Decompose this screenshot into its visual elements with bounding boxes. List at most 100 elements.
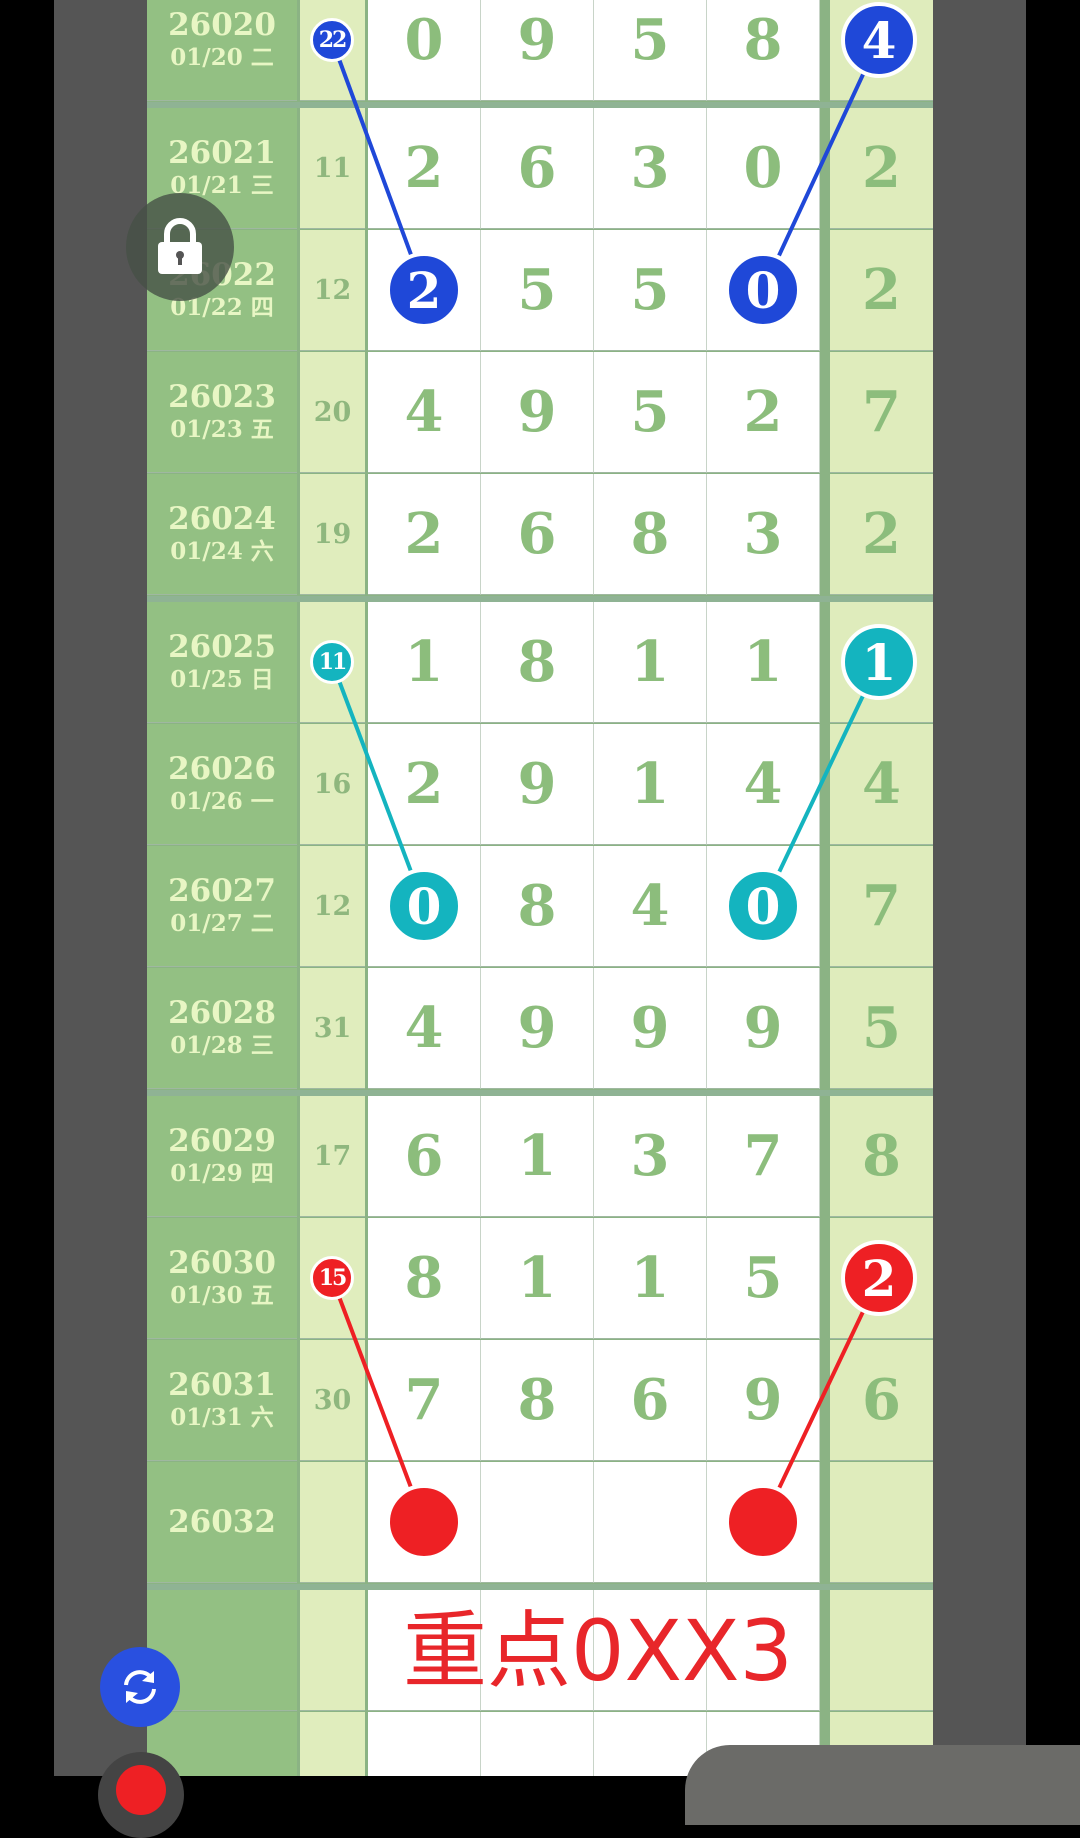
digit-cell[interactable]: 3 [707,474,820,595]
digit-cell[interactable]: 9 [481,0,594,101]
tail-cell: 7 [830,352,933,473]
refresh-button[interactable] [100,1647,180,1727]
period-cell: 26027 01/27 二 [147,846,297,967]
digit-cell[interactable]: 1 [594,724,707,845]
digit-cell[interactable]: 9 [594,968,707,1089]
digit-cell[interactable]: 6 [368,1096,481,1217]
digit-cell[interactable]: 1 [481,1096,594,1217]
sum-cell: 17 [300,1096,365,1217]
digit-cell[interactable]: 8 [594,474,707,595]
digit-cell[interactable]: 0 [707,108,820,229]
period-date: 01/31 六 [170,1404,274,1431]
red-floating-button[interactable] [98,1752,184,1838]
digit-cell[interactable]: 8 [368,1218,481,1339]
digit-cell[interactable]: 4 [368,968,481,1089]
connector-line [330,39,426,291]
digit-cell[interactable]: 2 [707,352,820,473]
highlight-overlay [330,39,881,1523]
digit-cell[interactable]: 1 [594,602,707,723]
digit-cell[interactable]: 4 [368,352,481,473]
period-number: 26028 [168,995,276,1031]
digit-cell[interactable]: 2 [368,108,481,229]
digit-cell[interactable]: 5 [594,0,707,101]
highlight-ball: 22 [310,18,354,62]
digit-cell[interactable]: 5 [707,1218,820,1339]
digit-cell[interactable]: 1 [707,602,820,723]
digit-cell [707,1590,820,1711]
digit-cell[interactable]: 8 [481,1340,594,1461]
period-date: 01/23 五 [170,416,274,443]
tail-cell: 5 [830,968,933,1089]
period-number: 26025 [168,629,276,665]
sum-cell [300,1462,365,1583]
lock-button[interactable] [126,193,234,301]
digit-cell[interactable]: 7 [707,1096,820,1217]
period-number: 26027 [168,873,276,909]
digit-cell[interactable]: 5 [594,352,707,473]
digit-cell[interactable]: 7 [368,1340,481,1461]
period-cell: 26024 01/24 六 [147,474,297,595]
period-number: 26020 [168,7,276,43]
digit-cell[interactable]: 2 [368,474,481,595]
digit-cell[interactable]: 9 [481,968,594,1089]
digit-cell[interactable]: 0 [368,0,481,101]
group-separator [147,1090,933,1096]
period-cell: 26029 01/29 四 [147,1096,297,1217]
sum-cell: 16 [300,724,365,845]
digit-cell[interactable]: 9 [707,968,820,1089]
digit-cell[interactable]: 4 [594,846,707,967]
digit-cell[interactable]: 1 [594,1218,707,1339]
period-number: 26023 [168,379,276,415]
digit-cell[interactable]: 6 [594,1340,707,1461]
digit-cell[interactable]: 1 [368,602,481,723]
period-number: 26029 [168,1123,276,1159]
table-row: 26027 01/27 二 12 8 4 7 [147,846,933,968]
connector-line [330,1277,426,1523]
table-row: 26029 01/29 四 17 6 1 3 7 8 [147,1096,933,1218]
period-date: 01/29 四 [170,1160,274,1187]
digit-cell[interactable]: 3 [594,1096,707,1217]
digit-cell[interactable]: 6 [481,474,594,595]
digit-cell[interactable]: 1 [481,1218,594,1339]
digit-cell[interactable]: 6 [481,108,594,229]
period-date: 01/30 五 [170,1282,274,1309]
tail-cell: 8 [830,1096,933,1217]
digit-cell[interactable]: 9 [481,352,594,473]
period-date: 01/28 三 [170,1032,274,1059]
period-date: 01/26 一 [170,788,274,815]
period-cell: 26028 01/28 三 [147,968,297,1089]
period-number: 26031 [168,1367,276,1403]
bottom-overlay-bar[interactable] [685,1745,1080,1825]
period-cell: 26030 01/30 五 [147,1218,297,1339]
digit-cell[interactable]: 5 [594,230,707,351]
sum-cell: 31 [300,968,365,1089]
digit-cell[interactable]: 9 [481,724,594,845]
period-cell: 26026 01/26 一 [147,724,297,845]
connector-line [330,661,426,907]
table-row: 26026 01/26 一 16 2 9 1 4 4 [147,724,933,846]
highlight-ball: 0 [725,252,801,328]
digit-cell[interactable]: 8 [481,846,594,967]
period-cell: 26020 01/20 二 [147,0,297,101]
period-date: 01/27 二 [170,910,274,937]
sum-cell: 19 [300,474,365,595]
digit-cell[interactable]: 8 [707,0,820,101]
sum-cell: 20 [300,352,365,473]
digit-cell[interactable]: 5 [481,230,594,351]
digit-cell [594,1712,707,1776]
highlight-ball: 0 [386,868,462,944]
table-row: 26032 [147,1462,933,1584]
digit-cell[interactable] [481,1462,594,1583]
digit-cell[interactable]: 3 [594,108,707,229]
sum-cell [300,1712,365,1776]
digit-cell[interactable]: 8 [481,602,594,723]
digit-cell[interactable]: 2 [368,724,481,845]
digit-cell[interactable] [594,1462,707,1583]
tail-cell: 2 [830,108,933,229]
table-row: 26028 01/28 三 31 4 9 9 9 5 [147,968,933,1090]
digit-cell [481,1712,594,1776]
period-cell: 26023 01/23 五 [147,352,297,473]
highlight-ball: 0 [725,868,801,944]
